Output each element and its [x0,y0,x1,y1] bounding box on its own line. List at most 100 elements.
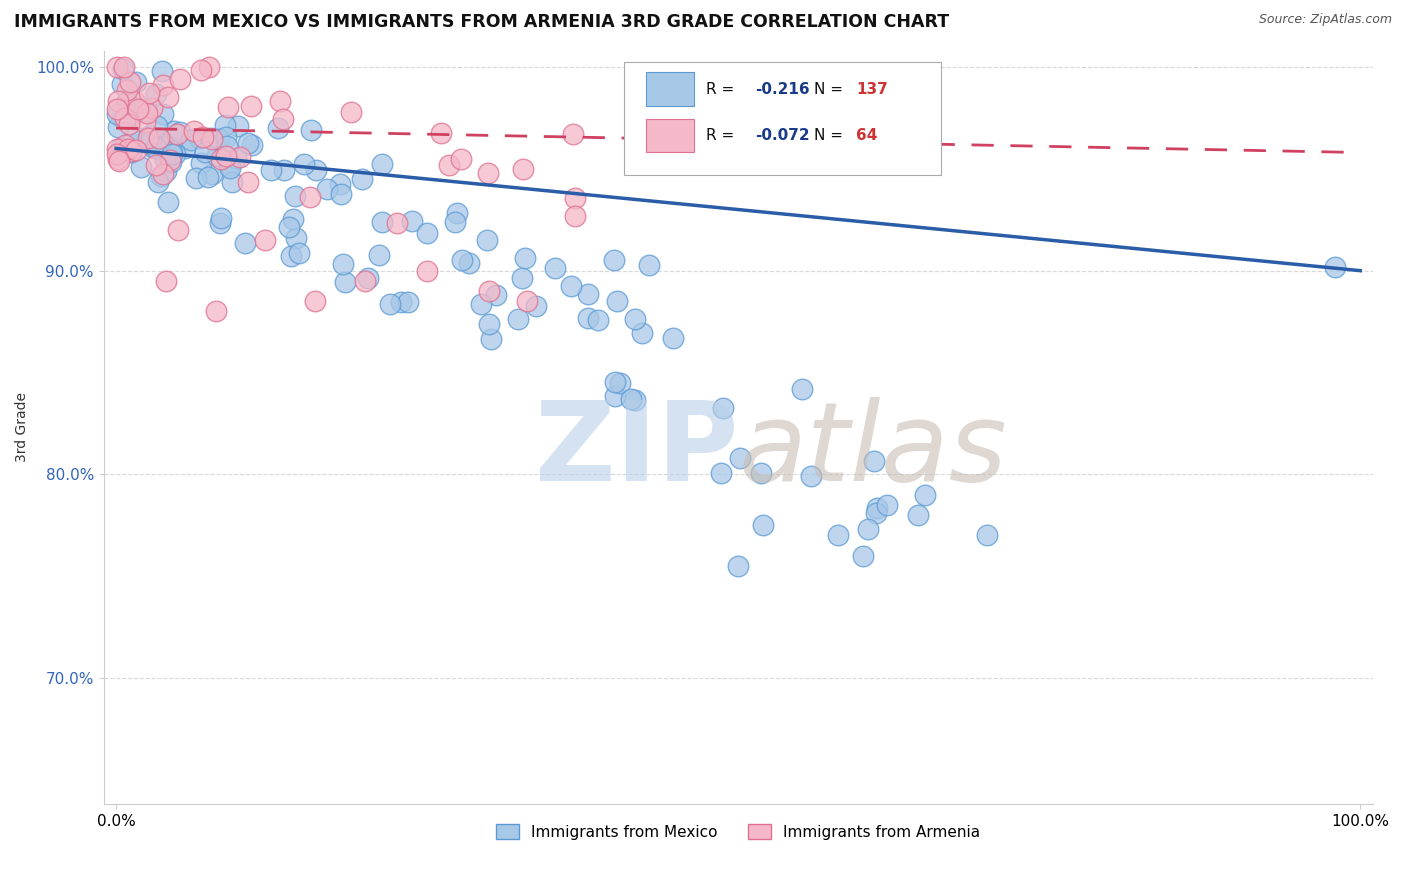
Legend: Immigrants from Mexico, Immigrants from Armenia: Immigrants from Mexico, Immigrants from … [489,817,987,846]
Point [183,124,205,138]
Point [284,231,307,245]
Point [111,77,134,91]
Point [339,105,361,120]
Point [169,125,191,139]
Point [304,294,326,309]
Bar [645,119,693,153]
Point [128,134,150,148]
Point [157,90,180,104]
Point [160,144,183,158]
Point [114,138,136,153]
Point [136,106,159,120]
Point [148,130,170,145]
Point [127,102,149,116]
Text: ZIP: ZIP [534,397,738,504]
Point [865,501,887,516]
Point [790,382,813,396]
Point [254,233,277,247]
Point [163,124,186,138]
Point [139,129,162,144]
Point [112,62,135,76]
Point [229,150,252,164]
Point [603,253,626,268]
Point [273,112,295,126]
Point [145,141,167,155]
Point [576,287,599,301]
Point [236,175,259,189]
Point [120,145,142,159]
Point [226,119,249,133]
Point [477,166,499,180]
Point [430,126,453,140]
Point [450,152,472,166]
Point [141,140,163,154]
Point [637,258,659,272]
Point [215,138,238,153]
Point [1324,260,1347,274]
Point [852,549,875,563]
Point [609,376,631,391]
Point [827,528,849,542]
Point [120,144,142,158]
Point [208,132,231,146]
Point [107,153,129,168]
Point [148,136,170,150]
Bar [645,71,693,105]
Point [477,234,499,248]
Point [111,111,134,125]
Point [620,392,643,406]
Point [749,466,772,480]
Text: -0.216: -0.216 [755,81,810,96]
Point [478,284,501,298]
Point [512,162,534,177]
Point [354,274,377,288]
Point [145,158,167,172]
Point [105,60,128,74]
Point [157,139,180,153]
Point [205,149,228,163]
Point [401,213,423,227]
Point [184,170,207,185]
Point [332,257,354,271]
Point [437,158,460,172]
Point [110,140,132,154]
Point [169,71,191,86]
Point [141,101,163,115]
Point [606,293,628,308]
Point [470,297,492,311]
Point [114,111,136,125]
Point [288,245,311,260]
Point [146,119,169,133]
Text: -0.072: -0.072 [755,128,810,144]
Text: 64: 64 [856,128,877,144]
Point [856,522,879,536]
Point [907,508,929,523]
Point [292,157,315,171]
Point [564,209,586,223]
Point [315,182,337,196]
Point [544,260,567,275]
Point [524,299,547,313]
Point [155,164,177,178]
Point [389,294,412,309]
Point [166,127,188,141]
Point [329,187,352,202]
Point [560,278,582,293]
Point [260,162,283,177]
Point [800,468,823,483]
Point [165,146,187,161]
Point [122,128,145,143]
Point [357,270,380,285]
Point [105,147,128,161]
Point [378,297,401,311]
Point [139,134,162,148]
Point [266,120,288,135]
Point [624,311,647,326]
Point [727,559,749,574]
Point [124,74,146,88]
Point [281,212,304,227]
Point [107,94,129,108]
Point [416,226,439,240]
Point [129,102,152,116]
Point [152,106,174,120]
